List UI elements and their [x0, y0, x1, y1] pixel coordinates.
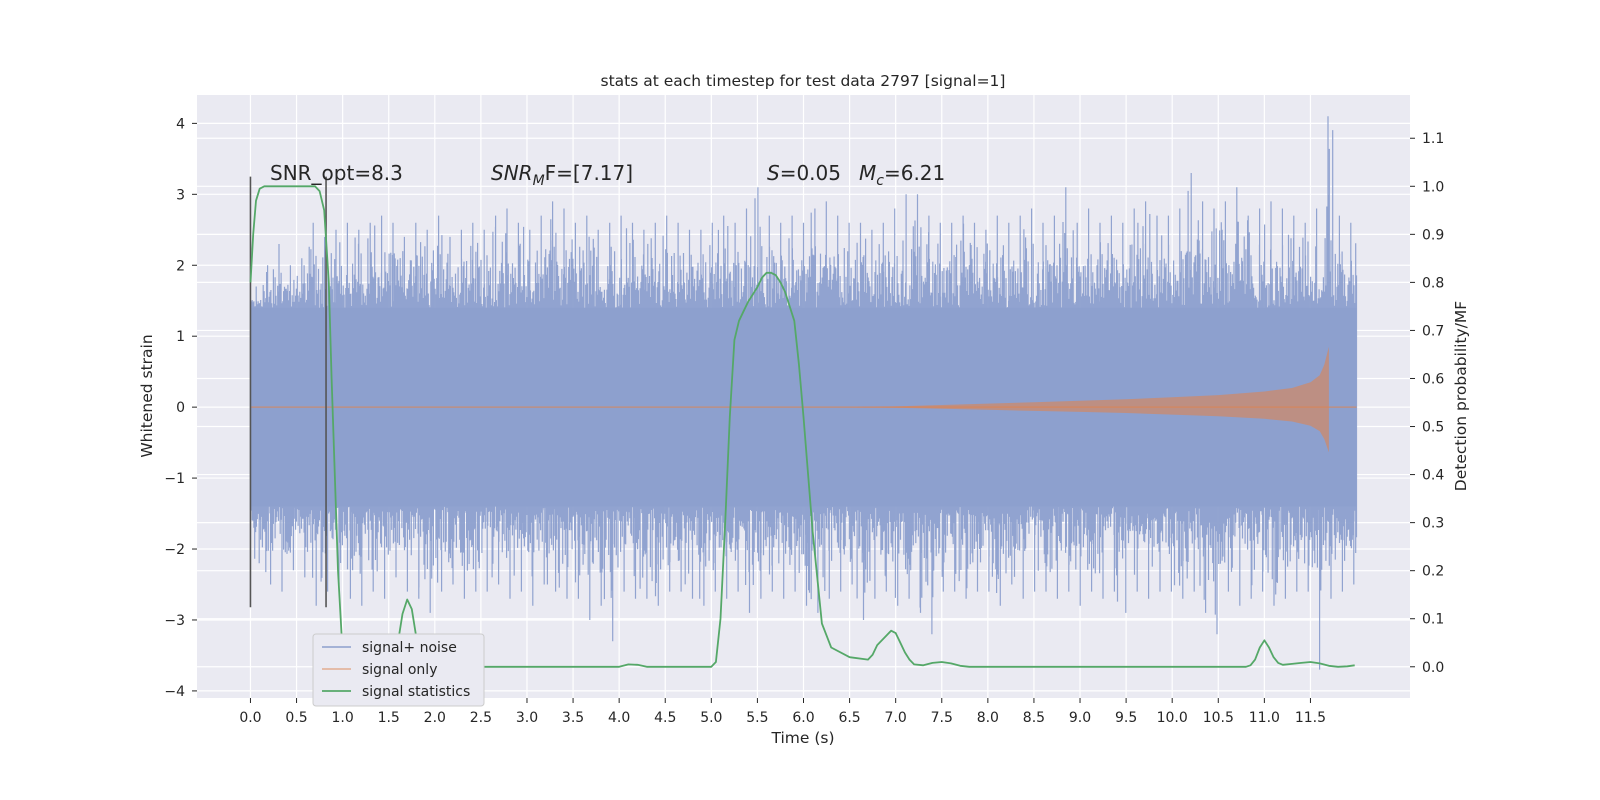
left-y-axis-label: Whitened strain [138, 334, 156, 457]
x-tick-label: 9.5 [1115, 710, 1137, 726]
y-tick-label-right: 0.6 [1422, 371, 1444, 387]
legend: signal+ noise signal only signal statist… [312, 633, 485, 707]
mc-subscript: c [876, 173, 884, 189]
y-tick-label-left: −3 [164, 613, 185, 629]
y-tick-label-right: 0.3 [1422, 516, 1444, 532]
y-tick-label-right: 0.4 [1422, 468, 1444, 484]
y-tick-label-right: 0.2 [1422, 564, 1444, 580]
x-tick-label: 5.0 [700, 710, 722, 726]
s-symbol: S [767, 161, 780, 185]
x-axis-label: Time (s) [770, 729, 834, 747]
y-tick-label-right: 0.9 [1422, 227, 1444, 243]
x-tick-label: 7.5 [931, 710, 953, 726]
y-tick-label-left: −4 [164, 684, 185, 700]
x-tick-label: 1.0 [332, 710, 354, 726]
x-tick-label: 2.5 [470, 710, 492, 726]
y-tick-label-left: 3 [176, 187, 185, 203]
x-tick-label: 6.0 [792, 710, 814, 726]
x-tick-label: 1.5 [378, 710, 400, 726]
x-tick-label: 10.0 [1157, 710, 1188, 726]
annotation-snr-mf: SNRMF=[7.17] [491, 161, 633, 189]
x-tick-label: 8.5 [1023, 710, 1045, 726]
y-tick-label-left: 0 [176, 400, 185, 416]
mc-value: =6.21 [884, 161, 945, 185]
x-tick-label: 6.5 [838, 710, 860, 726]
left-y-axis-ticks: 4 3 2 1 0 −1 −2 −3 −4 [164, 116, 197, 700]
y-tick-label-left: −1 [164, 471, 185, 487]
x-tick-label: 3.0 [516, 710, 538, 726]
x-tick-label: 11.0 [1249, 710, 1280, 726]
y-tick-label-left: 4 [176, 116, 185, 132]
x-tick-label: 4.5 [654, 710, 676, 726]
annotation-mc: Mc=6.21 [859, 161, 945, 189]
annotation-snr-opt: SNR_opt=8.3 [270, 161, 403, 185]
legend-box [312, 633, 485, 707]
x-axis-ticks: 0.0 0.5 1.0 1.5 2.0 2.5 3.0 3.5 4.0 4.5 5.0 5.5 6.0 6… [239, 698, 1326, 726]
y-tick-label-right: 0.8 [1422, 275, 1444, 291]
x-tick-label: 9.0 [1069, 710, 1091, 726]
snr-mf-symbol: SNR [491, 161, 533, 185]
right-y-axis-ticks: 1.1 1.0 0.9 0.8 0.7 0.6 0.5 0.4 0.3 0.2 0.1 0.0 [1410, 131, 1444, 676]
x-tick-label: 10.5 [1203, 710, 1234, 726]
mc-symbol: M [859, 161, 876, 185]
x-tick-label: 3.5 [562, 710, 584, 726]
snr-mf-subscript: M [533, 173, 545, 189]
y-tick-label-right: 1.0 [1422, 179, 1444, 195]
y-tick-label-left: 2 [176, 258, 185, 274]
x-tick-label: 0.5 [285, 710, 307, 726]
chart-title: stats at each timestep for test data 279… [601, 72, 1006, 90]
y-tick-label-right: 0.0 [1422, 660, 1444, 676]
x-tick-label: 4.0 [608, 710, 630, 726]
s-value: =0.05 [780, 161, 841, 185]
y-tick-label-right: 1.1 [1422, 131, 1444, 147]
x-tick-label: 2.0 [424, 710, 446, 726]
x-tick-label: 8.0 [977, 710, 999, 726]
annotation-s: S=0.05 [767, 161, 841, 185]
y-tick-label-left: 1 [176, 329, 185, 345]
x-tick-label: 5.5 [746, 710, 768, 726]
legend-label-noise: signal+ noise [362, 640, 457, 656]
legend-label-statistics: signal statistics [362, 684, 470, 700]
snr-mf-value: F=[7.17] [545, 161, 633, 185]
y-tick-label-right: 0.7 [1422, 323, 1444, 339]
legend-label-signal-only: signal only [362, 662, 437, 678]
right-y-axis-label: Detection probability/MF [1452, 301, 1470, 492]
y-tick-label-left: −2 [164, 542, 185, 558]
x-tick-label: 0.0 [239, 710, 261, 726]
y-tick-label-right: 0.1 [1422, 612, 1444, 628]
x-tick-label: 11.5 [1295, 710, 1326, 726]
x-tick-label: 7.0 [885, 710, 907, 726]
y-tick-label-right: 0.5 [1422, 420, 1444, 436]
